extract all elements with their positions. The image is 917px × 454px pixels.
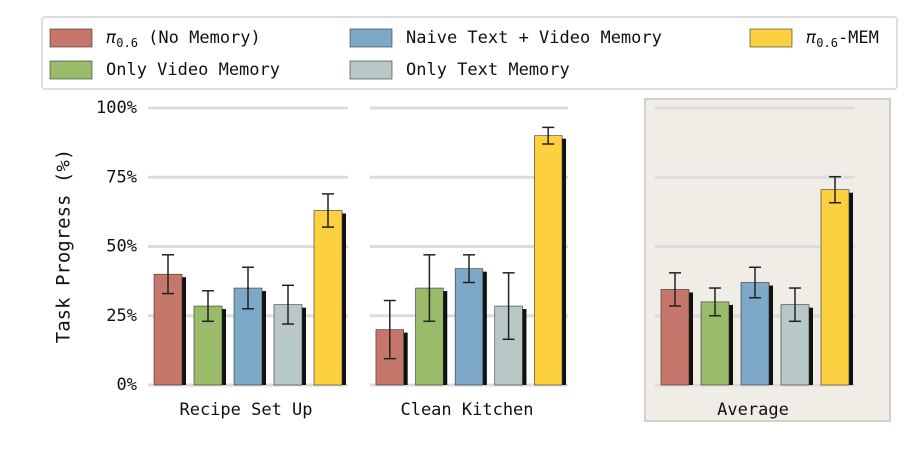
error-bar bbox=[383, 299, 396, 360]
error-bar bbox=[322, 193, 334, 228]
error-bar bbox=[502, 272, 515, 341]
legend-swatch bbox=[349, 28, 393, 48]
x-tick-label: Average bbox=[717, 400, 789, 420]
legend-label: Only Text Memory bbox=[406, 60, 570, 80]
y-tick-label: 50% bbox=[106, 237, 137, 257]
y-tick-label: 0% bbox=[117, 375, 137, 395]
error-bar bbox=[202, 290, 214, 323]
bar bbox=[534, 135, 563, 386]
error-bar bbox=[162, 254, 174, 295]
legend-swatch bbox=[349, 60, 393, 80]
x-tick-label: Clean Kitchen bbox=[400, 400, 533, 420]
legend-label: Only Video Memory bbox=[106, 60, 280, 80]
legend-label: Naive Text + Video Memory bbox=[406, 28, 662, 48]
bar bbox=[740, 282, 770, 386]
error-bar bbox=[463, 254, 475, 284]
legend-swatch bbox=[49, 28, 93, 48]
error-bar bbox=[829, 175, 841, 204]
error-bar bbox=[749, 266, 761, 299]
error-bar bbox=[542, 126, 555, 145]
y-tick-label: 25% bbox=[106, 306, 137, 326]
error-bar bbox=[709, 287, 721, 317]
legend-swatch bbox=[49, 60, 93, 80]
x-tick-label: Recipe Set Up bbox=[179, 400, 312, 420]
legend-label: π0.6-MEM bbox=[806, 28, 879, 50]
error-bar bbox=[242, 266, 254, 310]
legend-label: π0.6 (No Memory) bbox=[106, 28, 261, 50]
y-axis-label: Task Progress (%) bbox=[53, 149, 75, 343]
error-bar bbox=[282, 284, 294, 325]
legend-box bbox=[41, 16, 898, 90]
bar bbox=[313, 210, 343, 386]
y-tick-label: 75% bbox=[106, 167, 137, 187]
error-bar bbox=[423, 254, 436, 323]
y-tick-label: 100% bbox=[96, 98, 137, 118]
legend-swatch bbox=[749, 28, 793, 48]
bar bbox=[820, 189, 850, 386]
error-bar bbox=[669, 272, 681, 307]
bar bbox=[454, 268, 484, 386]
error-bar bbox=[789, 287, 801, 323]
